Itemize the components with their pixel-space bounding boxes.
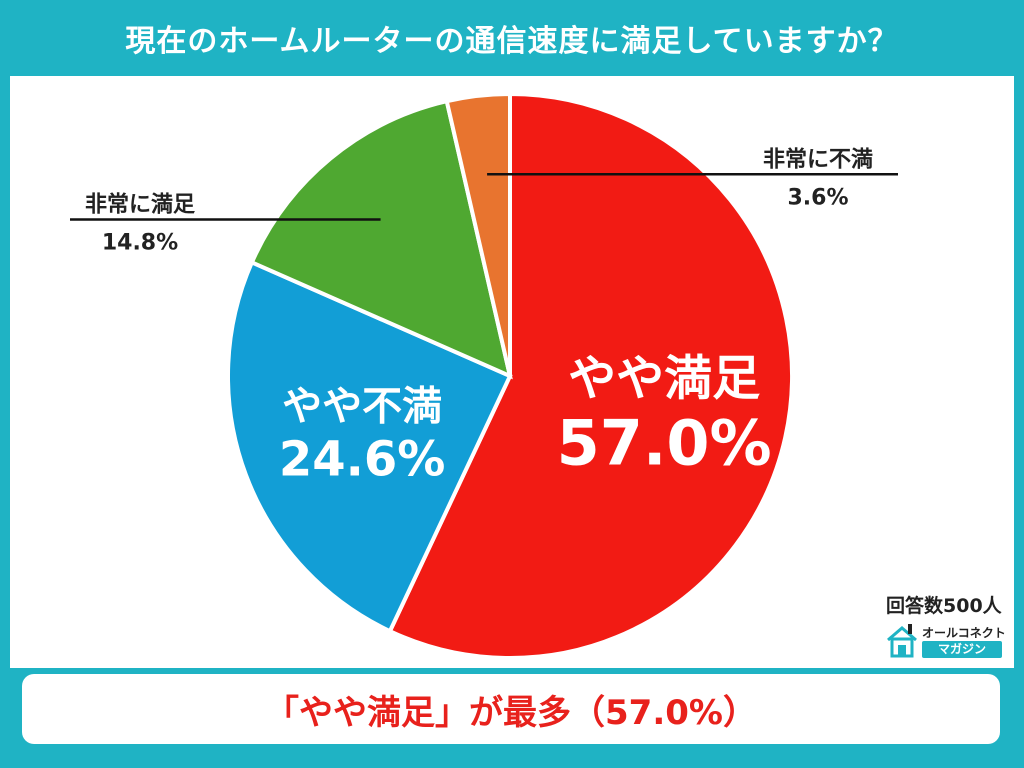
slice-value-1: 24.6% <box>279 431 446 487</box>
slice-label-1: やや不満 <box>282 383 442 429</box>
pie-slice-3 <box>444 91 512 377</box>
logo-bottom-text: マガジン <box>922 641 1002 658</box>
pie-slice-2 <box>249 98 513 380</box>
slice-label-2: 非常に満足 <box>85 192 195 218</box>
pie-slice-0 <box>387 91 794 660</box>
pie-slice-1 <box>226 259 513 634</box>
respondent-count: 回答数500人 <box>886 595 1002 617</box>
slice-value-3: 3.6% <box>787 185 848 210</box>
conclusion-banner: 「やや満足」が最多（57.0%） <box>22 674 1000 744</box>
brand-logo: オールコネクト マガジン <box>886 624 1006 660</box>
slice-label-3: 非常に不満 <box>763 146 873 172</box>
slice-value-0: 57.0% <box>557 406 772 479</box>
slice-value-2: 14.8% <box>102 231 178 256</box>
house-icon <box>887 624 917 658</box>
chart-panel: やや満足 57.0% やや不満 24.6% 非常に満足 14.8% 非常に不満 3.6% 回答… <box>10 76 1014 668</box>
slice-label-0: やや満足 <box>568 350 760 406</box>
logo-top-text: オールコネクト <box>922 626 1006 640</box>
page-title: 現在のホームルーターの通信速度に満足していますか？ <box>125 24 899 59</box>
